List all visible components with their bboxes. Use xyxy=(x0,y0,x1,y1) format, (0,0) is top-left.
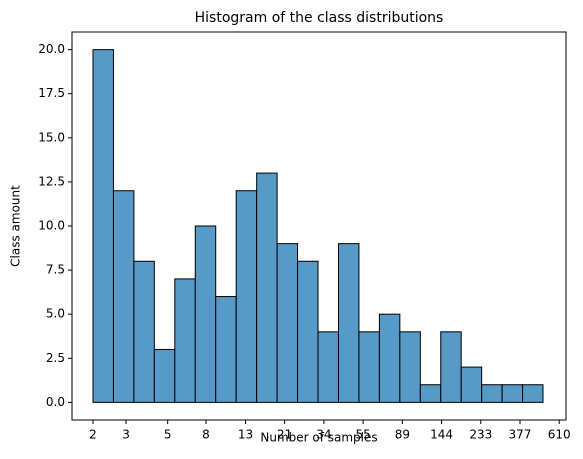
y-tick-label: 2.5 xyxy=(46,351,65,365)
x-tick-label: 8 xyxy=(202,428,210,442)
y-tick-label: 20.0 xyxy=(38,42,65,56)
bar xyxy=(256,172,278,403)
y-tick-label: 5.0 xyxy=(46,307,65,321)
y-tick-label: 15.0 xyxy=(38,130,65,144)
y-tick-label: 10.0 xyxy=(38,219,65,233)
x-tick-label: 233 xyxy=(469,428,492,442)
bar xyxy=(317,331,339,403)
y-tick-label: 17.5 xyxy=(38,86,65,100)
bar xyxy=(174,278,196,403)
bar xyxy=(153,348,176,403)
x-tick-label: 13 xyxy=(238,428,253,442)
bar xyxy=(378,313,401,403)
bar xyxy=(297,260,319,403)
y-tick-label: 12.5 xyxy=(38,174,65,188)
bar xyxy=(501,384,524,403)
x-tick-label: 2 xyxy=(89,428,97,442)
bar xyxy=(235,190,258,403)
bar xyxy=(112,190,135,403)
x-tick-label: 610 xyxy=(548,428,571,442)
x-tick-label: 5 xyxy=(164,428,172,442)
bar xyxy=(92,49,114,403)
x-tick-label: 89 xyxy=(395,428,410,442)
chart-title: Histogram of the class distributions xyxy=(195,10,444,26)
bar xyxy=(481,384,503,403)
bar xyxy=(522,384,544,403)
x-tick-label: 21 xyxy=(277,428,292,442)
bar xyxy=(460,366,483,403)
bar xyxy=(419,384,442,403)
x-tick-label: 55 xyxy=(355,428,370,442)
bar xyxy=(337,243,360,403)
bar xyxy=(215,296,237,403)
bar xyxy=(276,243,299,403)
x-tick-label: 377 xyxy=(509,428,532,442)
x-tick-label: 144 xyxy=(430,428,453,442)
bar xyxy=(358,331,380,403)
x-axis-label: Number of samples xyxy=(260,431,377,445)
x-tick-label: 3 xyxy=(122,428,130,442)
bar xyxy=(133,260,155,403)
x-tick-label: 34 xyxy=(316,428,331,442)
bar xyxy=(399,331,421,403)
bar xyxy=(194,225,217,403)
y-tick-label: 7.5 xyxy=(46,263,65,277)
y-tick-label: 0.0 xyxy=(46,395,65,409)
y-axis-label: Class amount xyxy=(9,185,23,267)
bar xyxy=(440,331,462,403)
